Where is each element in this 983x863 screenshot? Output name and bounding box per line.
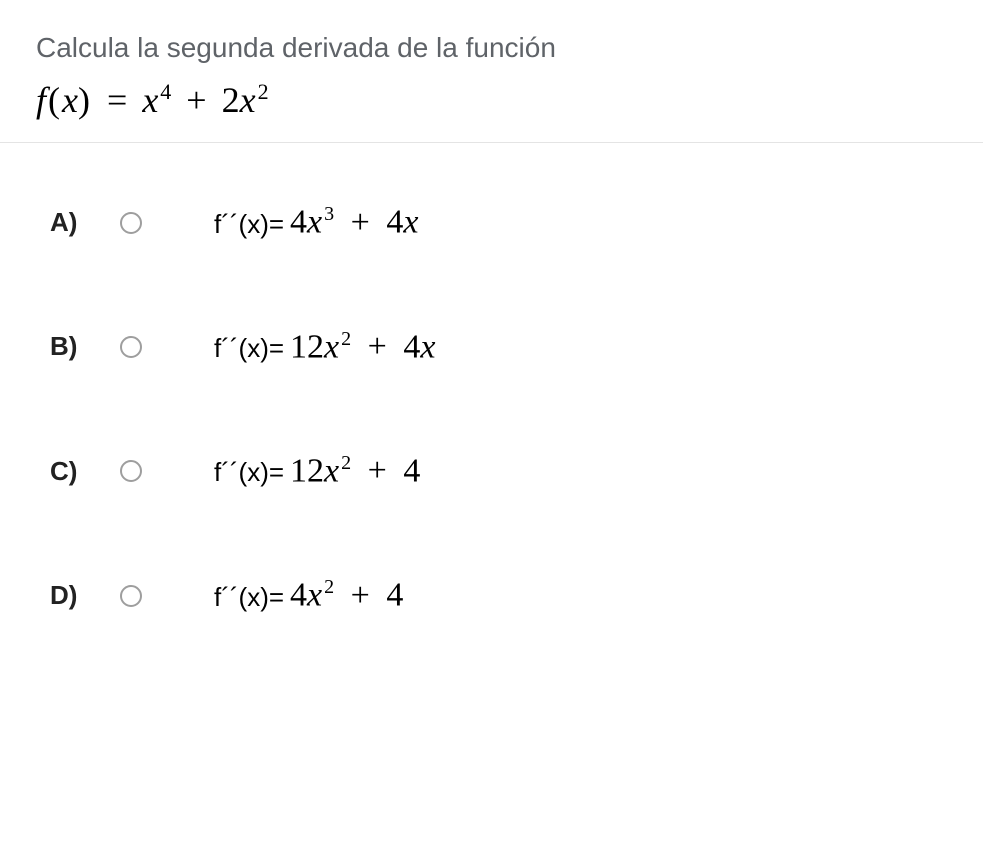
option-a-var2: x xyxy=(403,204,418,241)
option-a-var1: x xyxy=(307,204,322,241)
question-prompt: Calcula la segunda derivada de la funció… xyxy=(36,28,947,67)
formula-term1-exp: 4 xyxy=(160,79,171,104)
option-a-prefix: f´´(x)= xyxy=(214,209,284,240)
option-b-var2: x xyxy=(420,328,435,365)
option-a-label: A) xyxy=(50,207,120,238)
option-a-math: 4x3 + 4x xyxy=(290,203,420,241)
option-c-op: + xyxy=(368,452,387,489)
option-b-formula: f´´(x)= 12x2 + 4x xyxy=(214,328,437,366)
formula-var: x xyxy=(62,80,78,120)
question-header: Calcula la segunda derivada de la funció… xyxy=(0,0,983,143)
option-d-row: D) f´´(x)= 4x2 + 4 xyxy=(50,576,933,614)
formula-lparen: ( xyxy=(48,80,60,120)
option-b-row: B) f´´(x)= 12x2 + 4x xyxy=(50,328,933,366)
option-b-math: 12x2 + 4x xyxy=(290,328,437,366)
option-b-prefix: f´´(x)= xyxy=(214,333,284,364)
option-a-op: + xyxy=(351,204,370,241)
option-a-exp1: 3 xyxy=(324,203,334,225)
option-c-prefix: f´´(x)= xyxy=(214,457,284,488)
option-c-row: C) f´´(x)= 12x2 + 4 xyxy=(50,452,933,490)
question-formula: f(x) = x4 + 2x2 xyxy=(36,79,947,122)
option-c-formula: f´´(x)= 12x2 + 4 xyxy=(214,452,422,490)
option-d-coef1: 4 xyxy=(290,577,307,614)
formula-term2-exp: 2 xyxy=(258,79,269,104)
formula-lhs-f: f xyxy=(36,80,46,120)
formula-rparen: ) xyxy=(78,80,90,120)
option-d-radio[interactable] xyxy=(120,585,142,607)
option-d-label: D) xyxy=(50,580,120,611)
option-c-coef2: 4 xyxy=(403,452,420,489)
formula-term1-var: x xyxy=(142,80,158,120)
option-c-label: C) xyxy=(50,456,120,487)
option-d-var1: x xyxy=(307,577,322,614)
option-c-coef1: 12 xyxy=(290,452,324,489)
option-d-formula: f´´(x)= 4x2 + 4 xyxy=(214,576,405,614)
formula-term2-coef: 2 xyxy=(222,80,240,120)
option-a-coef1: 4 xyxy=(290,204,307,241)
option-b-coef1: 12 xyxy=(290,328,324,365)
option-d-coef2: 4 xyxy=(386,577,403,614)
option-d-op: + xyxy=(351,577,370,614)
formula-term2-var: x xyxy=(240,80,256,120)
formula-eq: = xyxy=(107,80,127,120)
option-a-radio[interactable] xyxy=(120,212,142,234)
options-container: A) f´´(x)= 4x3 + 4x B) f´´(x)= 12x2 + 4x… xyxy=(0,143,983,634)
option-b-radio[interactable] xyxy=(120,336,142,358)
option-b-label: B) xyxy=(50,331,120,362)
option-b-var1: x xyxy=(324,328,339,365)
option-c-exp1: 2 xyxy=(341,452,351,474)
option-a-coef2: 4 xyxy=(386,204,403,241)
option-b-exp1: 2 xyxy=(341,328,351,350)
option-d-exp1: 2 xyxy=(324,576,334,598)
option-a-row: A) f´´(x)= 4x3 + 4x xyxy=(50,203,933,241)
option-a-formula: f´´(x)= 4x3 + 4x xyxy=(214,203,420,241)
option-b-coef2: 4 xyxy=(403,328,420,365)
option-c-math: 12x2 + 4 xyxy=(290,452,422,490)
option-c-var1: x xyxy=(324,452,339,489)
option-c-radio[interactable] xyxy=(120,460,142,482)
option-d-math: 4x2 + 4 xyxy=(290,576,405,614)
option-d-prefix: f´´(x)= xyxy=(214,582,284,613)
option-b-op: + xyxy=(368,328,387,365)
formula-plus: + xyxy=(186,80,206,120)
